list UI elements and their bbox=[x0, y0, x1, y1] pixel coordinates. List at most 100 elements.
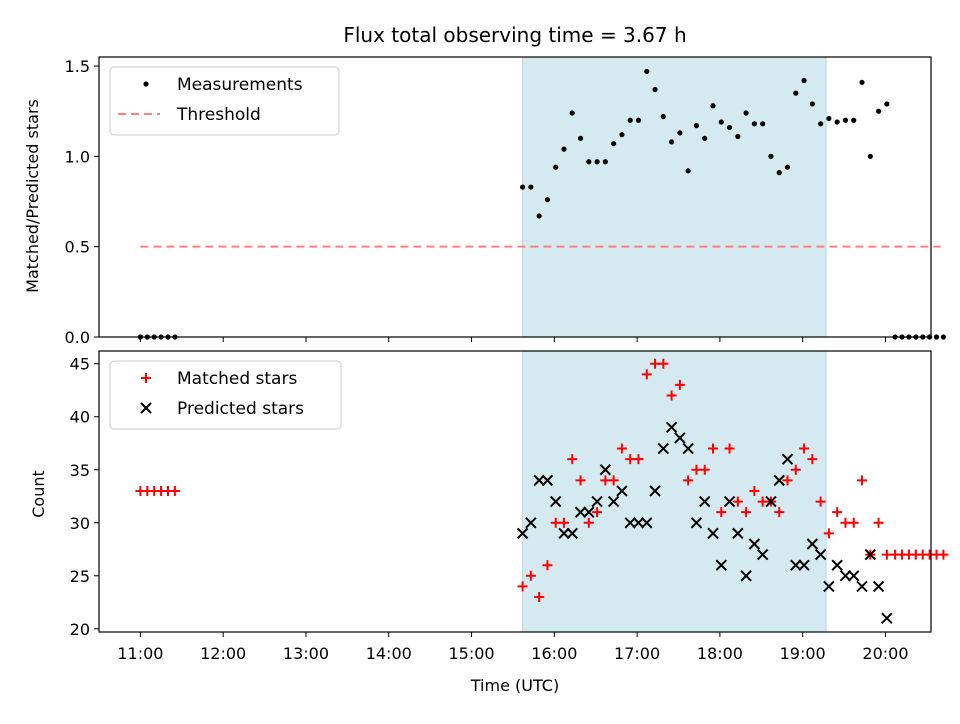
data-point bbox=[693, 123, 700, 129]
legend-label: Predicted stars bbox=[177, 399, 304, 419]
data-point bbox=[790, 559, 802, 571]
data-point bbox=[881, 612, 893, 624]
x-tick-label: 18:00 bbox=[697, 644, 743, 663]
y-tick-label: 0.5 bbox=[65, 238, 90, 257]
series-matched-stars bbox=[135, 358, 949, 603]
data-point bbox=[583, 517, 594, 528]
data-point bbox=[575, 475, 586, 486]
data-point bbox=[533, 474, 545, 487]
data-point bbox=[723, 495, 736, 508]
data-point bbox=[641, 369, 652, 380]
data-point bbox=[690, 517, 703, 529]
data-point bbox=[938, 549, 949, 560]
data-point bbox=[867, 153, 873, 159]
data-point bbox=[616, 443, 627, 454]
x-axis-label: Time (UTC) bbox=[470, 676, 559, 695]
data-point bbox=[839, 570, 852, 582]
top-y-axis-label: Matched/Predicted stars bbox=[23, 99, 42, 293]
data-point bbox=[809, 101, 815, 107]
data-point bbox=[599, 464, 612, 476]
x-tick-label: 17:00 bbox=[614, 644, 660, 663]
data-point bbox=[832, 507, 843, 518]
data-point bbox=[710, 103, 716, 109]
data-point bbox=[873, 517, 884, 528]
data-point bbox=[674, 432, 686, 444]
data-point bbox=[644, 68, 650, 75]
data-point bbox=[567, 454, 578, 465]
data-point bbox=[682, 442, 694, 455]
data-point bbox=[674, 379, 685, 390]
data-point bbox=[790, 464, 801, 475]
data-point bbox=[583, 506, 595, 518]
data-point bbox=[616, 485, 628, 497]
observing-window-band bbox=[522, 56, 827, 338]
data-point bbox=[549, 495, 562, 508]
x-tick-label: 16:00 bbox=[531, 644, 577, 663]
data-point bbox=[774, 507, 785, 518]
x-tick-label: 11:00 bbox=[117, 644, 163, 663]
data-point bbox=[872, 580, 885, 593]
data-point bbox=[864, 548, 876, 561]
y-tick-label: 20 bbox=[70, 620, 90, 639]
legend-label: Measurements bbox=[177, 75, 303, 95]
data-point bbox=[591, 495, 603, 508]
data-point bbox=[592, 507, 603, 518]
ratio-panel: 0.0 0.5 1.0 1.5 Measurements Threshold bbox=[65, 56, 947, 347]
data-point bbox=[633, 454, 644, 465]
data-point bbox=[793, 90, 799, 96]
data-point bbox=[702, 135, 708, 141]
data-point bbox=[884, 101, 890, 107]
data-point bbox=[569, 110, 575, 116]
data-point bbox=[807, 454, 818, 465]
y-tick-label: 0.0 bbox=[65, 328, 90, 347]
x-tick-label: 15:00 bbox=[448, 644, 494, 663]
data-point bbox=[683, 475, 694, 486]
data-point bbox=[528, 184, 534, 190]
data-point bbox=[740, 570, 752, 582]
data-point bbox=[726, 124, 733, 131]
data-point bbox=[826, 115, 832, 122]
x-tick-label: 14:00 bbox=[366, 644, 412, 663]
data-point bbox=[586, 159, 592, 165]
data-point bbox=[818, 121, 824, 127]
data-point bbox=[743, 110, 749, 116]
data-point bbox=[665, 421, 678, 434]
data-point bbox=[169, 485, 180, 496]
data-point bbox=[859, 79, 865, 85]
data-point bbox=[635, 117, 642, 123]
data-point bbox=[534, 592, 545, 603]
data-point bbox=[542, 560, 553, 571]
data-point bbox=[558, 517, 569, 528]
data-point bbox=[856, 580, 868, 593]
data-point bbox=[756, 548, 769, 561]
y-tick-label: 1.0 bbox=[65, 147, 90, 166]
y-tick-label: 1.5 bbox=[65, 57, 90, 76]
data-point bbox=[773, 474, 785, 487]
data-point bbox=[857, 475, 868, 486]
data-point bbox=[875, 108, 882, 114]
data-point bbox=[619, 132, 625, 138]
x-tick-label: 20:00 bbox=[862, 644, 908, 663]
data-point bbox=[516, 527, 529, 540]
legend-label: Matched stars bbox=[177, 369, 297, 389]
x-tick-label: 13:00 bbox=[283, 644, 329, 663]
data-point bbox=[707, 527, 719, 540]
legend-swatch bbox=[140, 402, 152, 414]
y-tick-label: 40 bbox=[70, 408, 90, 427]
data-point bbox=[741, 507, 752, 518]
bottom-y-axis-label: Count bbox=[29, 470, 48, 518]
data-point bbox=[566, 527, 578, 540]
data-point bbox=[627, 117, 633, 123]
data-point bbox=[834, 119, 840, 125]
data-point bbox=[724, 443, 735, 454]
data-point bbox=[798, 559, 810, 571]
data-point bbox=[699, 464, 710, 475]
legend-swatch bbox=[143, 81, 149, 87]
data-point bbox=[607, 495, 620, 508]
data-point bbox=[732, 496, 743, 507]
data-point bbox=[781, 453, 794, 465]
data-point bbox=[933, 334, 940, 340]
data-point bbox=[669, 139, 675, 145]
data-point bbox=[594, 159, 600, 165]
data-point bbox=[848, 570, 860, 582]
